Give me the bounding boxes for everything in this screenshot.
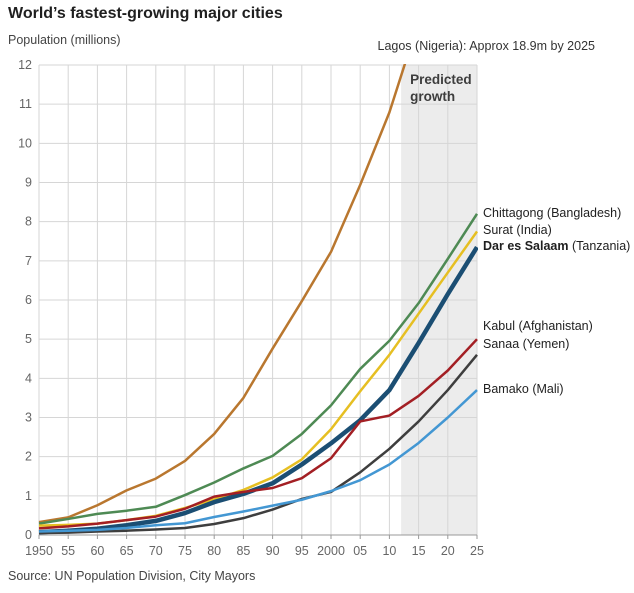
y-tick-label: 6 bbox=[25, 293, 32, 307]
y-tick-label: 4 bbox=[25, 371, 32, 385]
line-dar-es-salaam bbox=[38, 245, 478, 535]
source-note: Source: UN Population Division, City May… bbox=[8, 569, 256, 583]
y-tick-label: 3 bbox=[25, 411, 32, 425]
x-tick-label: 05 bbox=[353, 544, 367, 558]
lagos-annotation: Lagos (Nigeria): Approx 18.9m by 2025 bbox=[377, 39, 596, 53]
line-bamako bbox=[38, 389, 478, 533]
x-tick-label: 10 bbox=[382, 544, 396, 558]
y-tick-label: 1 bbox=[25, 489, 32, 503]
y-tick-label: 0 bbox=[25, 528, 32, 542]
population-line-chart: 1950 55 60 65 70 75 80 85 90 95 2000 05 10 15 20 250123… bbox=[18, 58, 484, 558]
y-tick-label: 12 bbox=[18, 58, 32, 72]
x-tick-label: 2000 bbox=[317, 544, 345, 558]
series-label-bamako: Bamako (Mali) bbox=[483, 382, 564, 397]
x-tick-label: 85 bbox=[236, 544, 250, 558]
page-title: World’s fastest-growing major cities bbox=[8, 5, 283, 22]
y-tick-label: 5 bbox=[25, 332, 32, 346]
x-tick-label: 25 bbox=[470, 544, 484, 558]
series-label-kabul: Kabul (Afghanistan) bbox=[483, 319, 593, 334]
series-label-sanaa: Sanaa (Yemen) bbox=[483, 336, 570, 351]
line-chittagong bbox=[38, 213, 478, 525]
line-lagos bbox=[38, 64, 407, 524]
y-tick-label: 11 bbox=[19, 97, 32, 111]
x-tick-label: 90 bbox=[266, 544, 280, 558]
x-tick-label: 15 bbox=[412, 544, 426, 558]
predicted-growth-label: Predicted growth bbox=[410, 72, 472, 104]
y-tick-label: 7 bbox=[25, 254, 32, 268]
y-tick-label: 10 bbox=[18, 136, 32, 150]
series-label-dar-es-salaam: Dar es Salaam (Tanzania) bbox=[483, 239, 631, 254]
y-tick-label: 9 bbox=[25, 176, 32, 190]
series-label-chittagong: Chittagong (Bangladesh) bbox=[483, 205, 622, 220]
series-label-surat: Surat (India) bbox=[483, 223, 552, 238]
x-tick-label: 55 bbox=[61, 544, 75, 558]
y-axis-title: Population (millions) bbox=[8, 33, 121, 47]
x-tick-label: 95 bbox=[295, 544, 309, 558]
x-tick-label: 80 bbox=[207, 544, 221, 558]
x-tick-label: 75 bbox=[178, 544, 192, 558]
line-sanaa bbox=[38, 354, 478, 535]
x-tick-label: 70 bbox=[149, 544, 163, 558]
x-tick-label: 1950 bbox=[25, 544, 53, 558]
y-tick-label: 8 bbox=[25, 215, 32, 229]
x-tick-label: 60 bbox=[90, 544, 104, 558]
x-tick-label: 65 bbox=[120, 544, 134, 558]
x-tick-label: 20 bbox=[441, 544, 455, 558]
line-kabul bbox=[38, 338, 478, 530]
y-tick-label: 2 bbox=[25, 450, 32, 464]
